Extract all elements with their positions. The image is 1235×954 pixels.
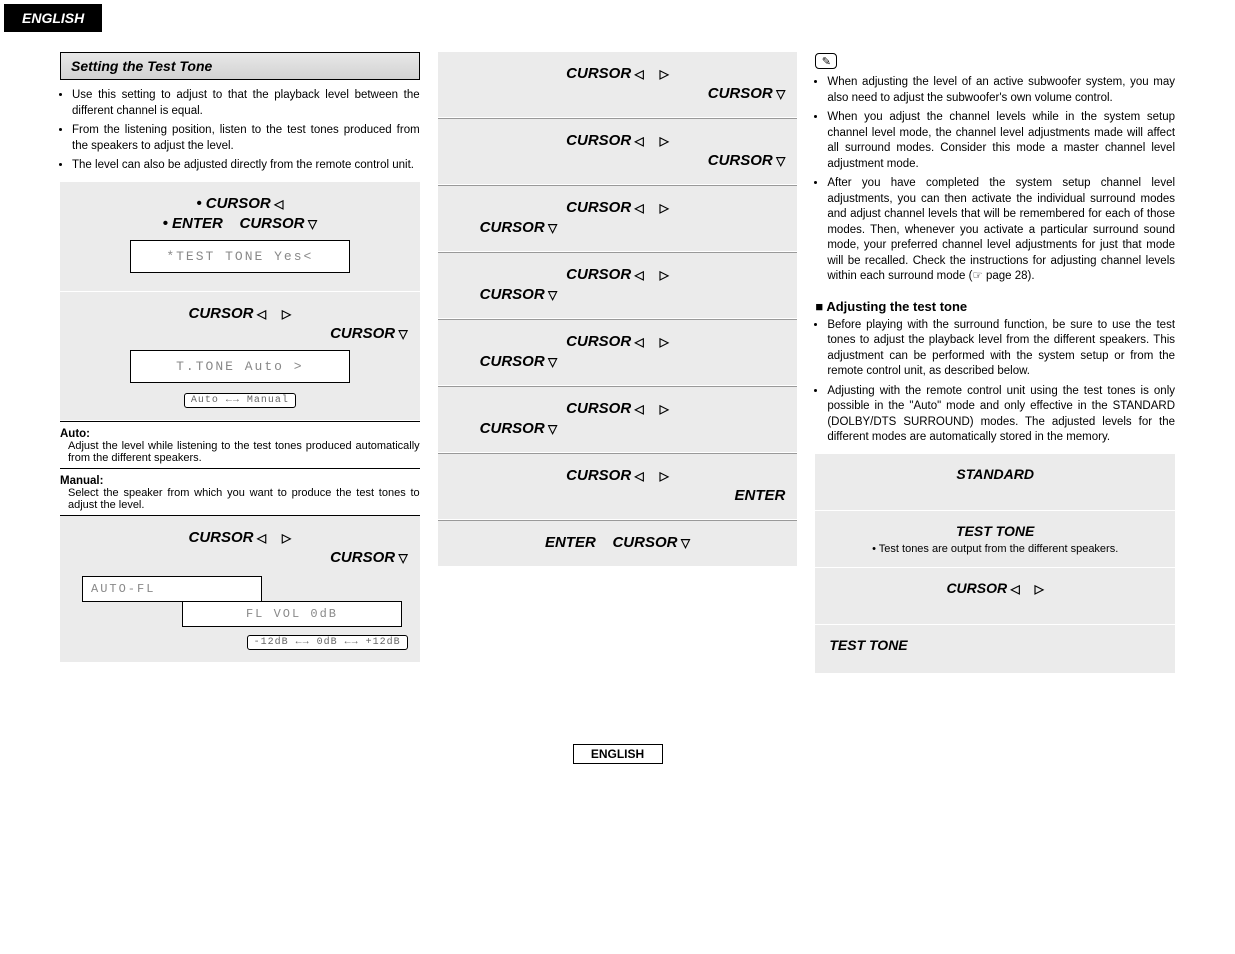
pencil-icon: [815, 53, 837, 69]
cursor-lr: CURSOR: [450, 132, 786, 149]
cursor-block: CURSOR: [815, 568, 1175, 624]
cursor-text: CURSOR: [946, 580, 1007, 596]
lcd-display: AUTO-FL: [82, 576, 262, 602]
enter-text: ENTER: [545, 534, 596, 551]
cursor-label: CURSOR: [72, 195, 408, 212]
cursor-text: CURSOR: [480, 353, 545, 370]
step-block: CURSOR ENTER CURSOR *TEST TONE Yes<: [60, 182, 420, 291]
cursor-text: CURSOR: [330, 325, 395, 342]
note-bullet: After you have completed the system setu…: [827, 176, 1175, 285]
adjusting-bullets: Before playing with the surround functio…: [815, 318, 1175, 446]
standard-label: STANDARD: [956, 466, 1034, 482]
bullet: Use this setting to adjust to that the p…: [72, 88, 420, 119]
step-block: CURSOR CURSOR AUTO-FL FL VOL 0dB -12dB ←…: [60, 516, 420, 662]
cursor-lr: CURSOR: [450, 65, 786, 82]
cursor-text: CURSOR: [566, 199, 631, 216]
auto-label: Auto:: [60, 428, 90, 440]
cursor-text: CURSOR: [708, 85, 773, 102]
step-block: ENTER CURSOR: [438, 521, 798, 566]
bullet: The level can also be adjusted directly …: [72, 158, 420, 174]
cursor-down: CURSOR: [450, 286, 786, 303]
cursor-down: CURSOR: [72, 325, 408, 342]
enter-text: ENTER: [172, 215, 223, 232]
test-tone-block-2: TEST TONE: [815, 625, 1175, 673]
intro-bullets: Use this setting to adjust to that the p…: [60, 88, 420, 174]
lcd-display: FL VOL 0dB: [182, 601, 402, 627]
enter-label: ENTER: [450, 487, 786, 504]
cursor-text: CURSOR: [566, 467, 631, 484]
lcd-display: *TEST TONE Yes<: [130, 240, 350, 273]
manual-text: Select the speaker from which you want t…: [60, 487, 420, 511]
column-3: When adjusting the level of an active su…: [815, 52, 1175, 674]
step-block: CURSOR CURSOR: [438, 119, 798, 184]
cursor-text: CURSOR: [566, 333, 631, 350]
lcd-display: T.TONE Auto >: [130, 350, 350, 383]
cursor-down: CURSOR: [450, 353, 786, 370]
test-tone-sub: • Test tones are output from the differe…: [829, 543, 1161, 555]
manual-label: Manual:: [60, 475, 103, 487]
cursor-down: CURSOR: [450, 85, 786, 102]
cursor-lr: CURSOR: [72, 529, 408, 546]
cursor-down: CURSOR: [450, 219, 786, 236]
cursor-text: CURSOR: [240, 215, 305, 232]
manual-definition: Manual: Select the speaker from which yo…: [60, 468, 420, 516]
enter-cursor-label: ENTER CURSOR: [72, 215, 408, 232]
column-1: Setting the Test Tone Use this setting t…: [60, 52, 420, 663]
language-tab: ENGLISH: [4, 4, 102, 32]
step-block: CURSOR CURSOR: [438, 320, 798, 385]
note-bullets: When adjusting the level of an active su…: [815, 75, 1175, 285]
step-block: CURSOR CURSOR T.TONE Auto > Auto ←→ Manu…: [60, 292, 420, 420]
standard-block: STANDARD: [815, 454, 1175, 510]
auto-definition: Auto: Adjust the level while listening t…: [60, 421, 420, 468]
cursor-lr: CURSOR: [450, 333, 786, 350]
cursor-text: CURSOR: [480, 286, 545, 303]
note-bullet: When you adjust the channel levels while…: [827, 110, 1175, 172]
cursor-lr: CURSOR: [72, 305, 408, 322]
cursor-text: CURSOR: [708, 152, 773, 169]
cursor-text: CURSOR: [189, 529, 254, 546]
cursor-text: CURSOR: [330, 549, 395, 566]
cursor-down: CURSOR: [450, 152, 786, 169]
cursor-text: CURSOR: [480, 420, 545, 437]
cursor-text: CURSOR: [566, 65, 631, 82]
cursor-lr: CURSOR: [450, 199, 786, 216]
cursor-lr: CURSOR: [450, 266, 786, 283]
column-2: CURSOR CURSOR CURSOR CURSOR CURSOR CURSO…: [438, 52, 798, 567]
bullet: From the listening position, listen to t…: [72, 123, 420, 154]
step-block: CURSOR ENTER: [438, 454, 798, 519]
adjusting-heading: Adjusting the test tone: [815, 299, 1175, 314]
cursor-lr: CURSOR: [450, 400, 786, 417]
test-tone-label: TEST TONE: [956, 523, 1034, 539]
auto-text: Adjust the level while listening to the …: [60, 440, 420, 464]
lcd-sub: Auto ←→ Manual: [184, 393, 296, 408]
lcd-sub: -12dB ←→ 0dB ←→ +12dB: [247, 635, 408, 650]
test-tone-label: TEST TONE: [829, 637, 907, 653]
bullet: Before playing with the surround functio…: [827, 318, 1175, 380]
cursor-lr: CURSOR: [450, 467, 786, 484]
test-tone-block: TEST TONE • Test tones are output from t…: [815, 511, 1175, 567]
enter-cursor: ENTER CURSOR: [450, 534, 786, 551]
cursor-text: CURSOR: [566, 266, 631, 283]
step-block: CURSOR CURSOR: [438, 186, 798, 251]
step-block: CURSOR CURSOR: [438, 52, 798, 117]
note-bullet: When adjusting the level of an active su…: [827, 75, 1175, 106]
step-block: CURSOR CURSOR: [438, 387, 798, 452]
cursor-down: CURSOR: [450, 420, 786, 437]
cursor-text: CURSOR: [189, 305, 254, 322]
bullet: Adjusting with the remote control unit u…: [827, 384, 1175, 446]
cursor-text: CURSOR: [480, 219, 545, 236]
cursor-down: CURSOR: [72, 549, 408, 566]
cursor-text: CURSOR: [566, 400, 631, 417]
section-title: Setting the Test Tone: [60, 52, 420, 80]
step-block: CURSOR CURSOR: [438, 253, 798, 318]
enter-text: ENTER: [735, 487, 786, 504]
footer-language: ENGLISH: [573, 744, 663, 764]
cursor-text: CURSOR: [566, 132, 631, 149]
cursor-text: CURSOR: [206, 195, 271, 212]
cursor-text: CURSOR: [612, 534, 677, 551]
